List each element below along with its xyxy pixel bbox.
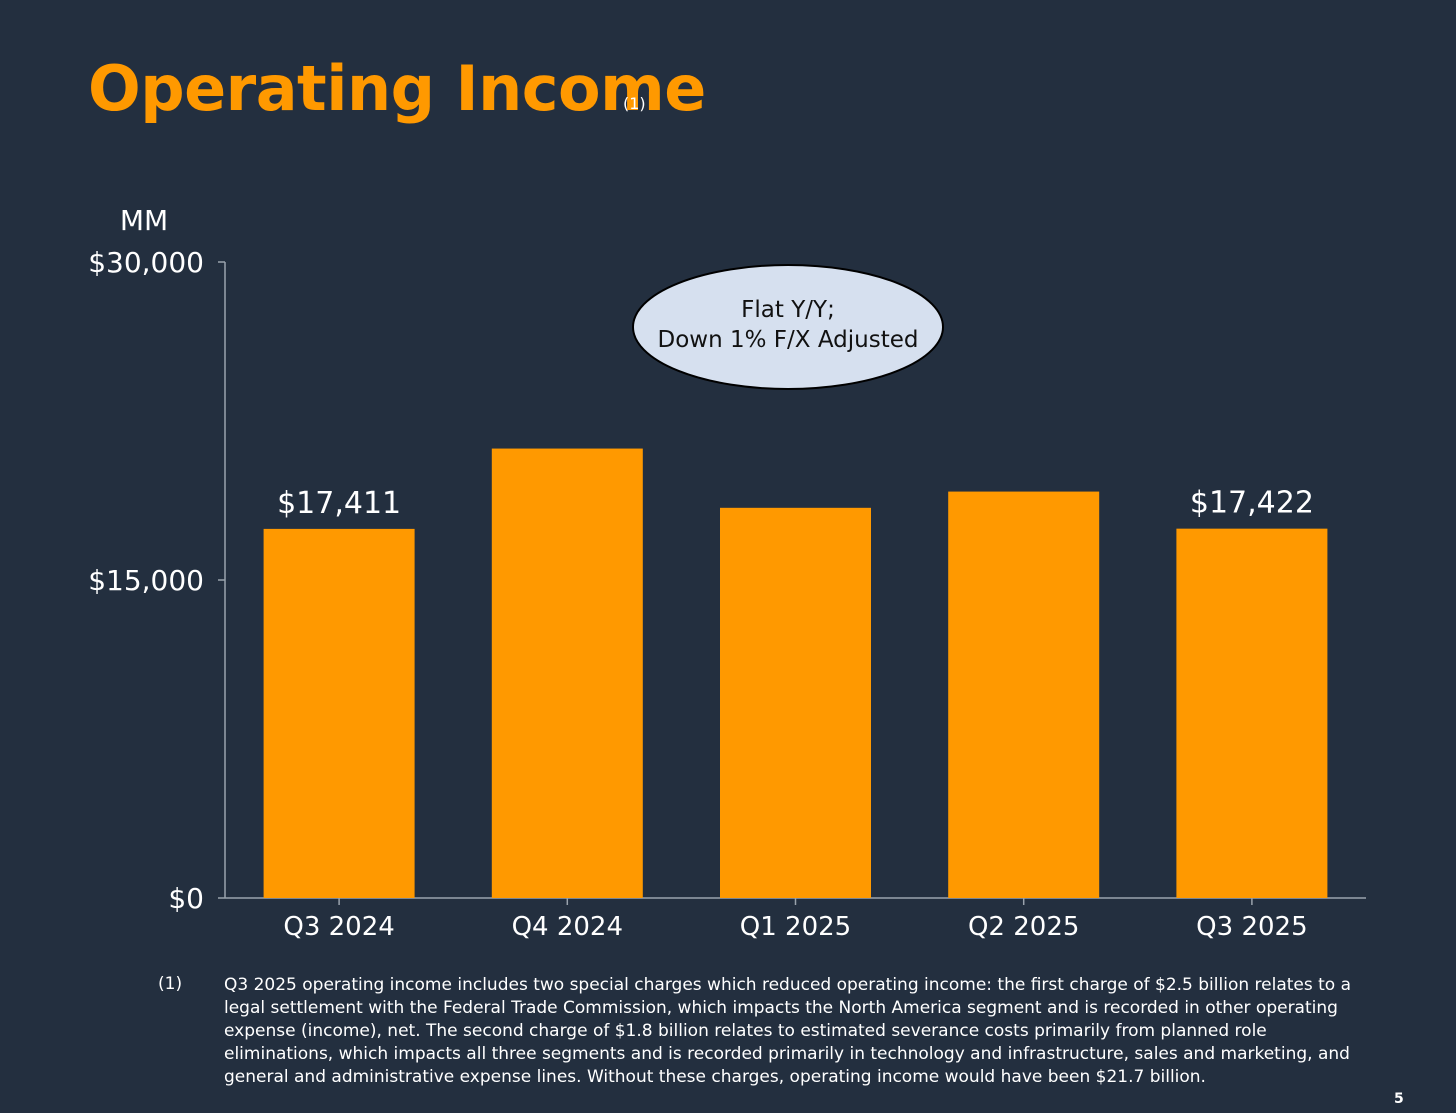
bar [1176,528,1328,898]
title-footnote-marker: (1) [623,94,646,113]
callout-text: Flat Y/Y; [741,297,835,323]
x-tick-label: Q3 2024 [283,912,394,942]
footnote-text: Q3 2025 operating income includes two sp… [224,975,1352,1087]
x-tick-label: Q4 2024 [512,912,623,942]
page-number: 5 [1394,1091,1404,1107]
data-label: $17,422 [1190,486,1314,521]
page-title: Operating Income [88,52,706,125]
bar [948,491,1100,898]
y-tick-label: $30,000 [88,246,204,279]
x-tick-label: Q3 2025 [1196,912,1307,942]
callout-text: Down 1% F/X Adjusted [658,327,919,353]
bar [491,448,643,898]
callout-bubble [632,264,944,390]
y-tick-label: $0 [168,882,204,915]
bar [263,528,415,898]
data-label: $17,411 [277,486,401,521]
x-tick-label: Q1 2025 [740,912,851,942]
footnote-marker: (1) [158,974,183,994]
y-axis-unit-label: MM [120,204,168,237]
x-tick-label: Q2 2025 [968,912,1079,942]
bar [720,507,871,898]
y-tick-label: $15,000 [88,564,204,597]
